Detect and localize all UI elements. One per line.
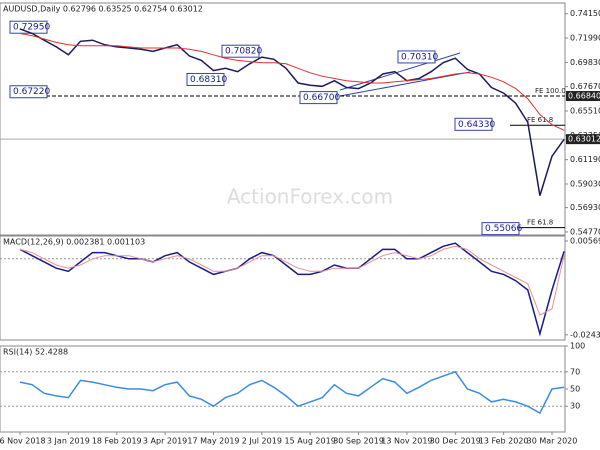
channel-line bbox=[339, 71, 471, 97]
y-tick-label: 0.67670 bbox=[570, 82, 600, 91]
y-tick-label: 0.005691 bbox=[570, 237, 600, 246]
annotation-box bbox=[454, 117, 493, 131]
panel-title: RSI(14) 52.4288 bbox=[3, 348, 68, 357]
x-tick-label: 30 Sep 2019 bbox=[333, 437, 384, 446]
y-tick-label: 70 bbox=[570, 367, 580, 376]
annotation-box bbox=[9, 85, 48, 99]
x-tick-label: 3 Apr 2019 bbox=[143, 437, 187, 446]
x-tick-label: 18 Feb 2019 bbox=[92, 437, 142, 446]
x-tick-label: 3 Jan 2019 bbox=[47, 437, 90, 446]
title-bg bbox=[1, 237, 151, 247]
y-tick-label: 0.59030 bbox=[570, 179, 600, 188]
y-tick-label: 100 bbox=[570, 342, 585, 351]
title-bg bbox=[1, 4, 151, 14]
annotation-label: 0.67220 bbox=[13, 87, 50, 97]
watermark: ActionForex.com bbox=[227, 185, 393, 209]
annotation-box bbox=[481, 222, 520, 236]
panel-frame bbox=[0, 2, 566, 236]
level-label: FE 61.8 bbox=[527, 116, 553, 124]
x-tick-label: 13 Feb 2020 bbox=[479, 437, 529, 446]
annotation-box bbox=[397, 50, 436, 64]
y-tick-label: 0.69830 bbox=[570, 58, 600, 67]
level-label: FE 61.8 bbox=[527, 219, 553, 227]
y-tick-label: 0.74150 bbox=[570, 9, 600, 18]
x-tick-label: 16 Nov 2018 bbox=[0, 437, 46, 446]
annotation-label: 0.70820 bbox=[225, 47, 262, 57]
y-tick-label: 0.54770 bbox=[570, 227, 600, 236]
y-tick-label: 50 bbox=[570, 385, 580, 394]
title-bg bbox=[1, 347, 151, 357]
annotation-box bbox=[221, 44, 260, 58]
annotation-box bbox=[186, 72, 225, 86]
annotation-label: 0.66700 bbox=[303, 93, 340, 103]
annotation-label: 0.70310 bbox=[401, 52, 438, 62]
price-label-box bbox=[566, 134, 600, 145]
annotation-label: 0.64330 bbox=[458, 120, 495, 130]
y-tick-label: 0.71990 bbox=[570, 34, 600, 43]
annotation-box bbox=[9, 20, 48, 34]
series-line bbox=[19, 32, 565, 131]
x-tick-label: 15 Aug 2019 bbox=[285, 437, 336, 446]
x-tick-label: 30 Mar 2020 bbox=[527, 437, 578, 446]
channel-line bbox=[339, 52, 461, 91]
annotation-label: 0.55066 bbox=[485, 224, 522, 234]
annotation-label: 0.72950 bbox=[13, 23, 50, 33]
panel-frame bbox=[0, 235, 566, 341]
price-label-box bbox=[566, 91, 600, 102]
series-line bbox=[19, 245, 565, 316]
x-tick-label: 2 Jul 2019 bbox=[242, 437, 282, 446]
y-tick-label: 30 bbox=[570, 402, 580, 411]
series-line bbox=[19, 242, 565, 337]
y-tick-label: 0.65510 bbox=[570, 107, 600, 116]
price-label: 0.63012 bbox=[568, 135, 600, 144]
annotation-label: 0.68310 bbox=[190, 75, 227, 85]
y-tick-label: 0.61190 bbox=[570, 155, 600, 164]
x-tick-label: 13 Nov 2019 bbox=[381, 437, 432, 446]
level-label: FE 100.0 bbox=[535, 87, 566, 95]
panel-title: MACD(12,26,9) 0.002381 0.001103 bbox=[3, 238, 145, 247]
y-tick-label: 0.56930 bbox=[570, 203, 600, 212]
price-label: 0.66840 bbox=[568, 92, 600, 101]
x-tick-label: 30 Dec 2019 bbox=[430, 437, 481, 446]
series-line bbox=[19, 370, 565, 415]
panel-title: AUDUSD,Daily 0.62796 0.63525 0.62754 0.6… bbox=[3, 5, 203, 14]
y-tick-label: -0.024344 bbox=[570, 330, 600, 339]
annotation-box bbox=[299, 91, 338, 105]
x-tick-label: 17 May 2019 bbox=[187, 437, 239, 446]
